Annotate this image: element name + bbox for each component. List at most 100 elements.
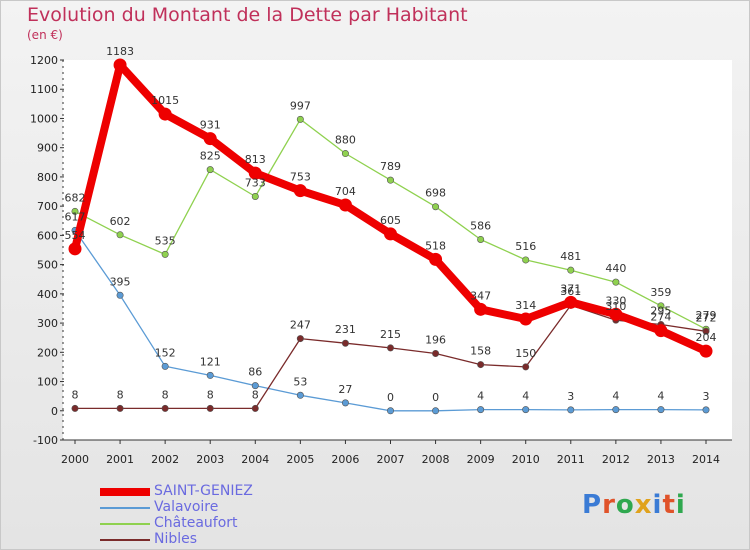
x-tick-label: 2002 [151,453,179,466]
x-tick-label: 2006 [331,453,359,466]
y-tick-label: 400 [37,288,58,301]
y-tick-label: 900 [37,142,58,155]
data-point-nibles [432,349,440,357]
data-point-valavoire [251,382,259,390]
data-point-valavoire [522,406,530,414]
data-label-valavoire: 3 [703,390,710,403]
data-label-nibles: 295 [650,305,671,318]
data-point-saint-geniez [699,344,713,358]
data-point-nibles [386,344,394,352]
chart-unit: (en €) [27,28,63,42]
data-point-valavoire [296,391,304,399]
data-label-ch-teaufort: 535 [155,234,176,247]
data-label-valavoire: 0 [387,391,394,404]
x-tick-label: 2004 [241,453,269,466]
y-tick-label: 200 [37,346,58,359]
y-tick-label: 1000 [30,112,58,125]
data-point-valavoire [477,406,485,414]
data-label-saint-geniez: 314 [515,299,536,312]
data-label-valavoire: 4 [657,390,664,403]
data-label-valavoire: 86 [248,366,262,379]
data-label-ch-teaufort: 586 [470,219,491,232]
data-label-nibles: 8 [207,388,214,401]
data-label-valavoire: 4 [612,390,619,403]
data-point-nibles [522,363,530,371]
data-label-nibles: 272 [696,311,717,324]
x-tick-label: 2001 [106,453,134,466]
data-point-valavoire [432,407,440,415]
data-point-ch-teaufort [432,203,440,211]
data-label-saint-geniez: 330 [605,294,626,307]
data-label-nibles: 215 [380,328,401,341]
data-point-nibles [341,339,349,347]
data-point-saint-geniez [384,227,397,241]
data-label-nibles: 310 [605,300,626,313]
logo-letter: i [675,490,686,520]
data-point-valavoire [341,399,349,407]
y-tick-label: 800 [37,171,58,184]
data-label-saint-geniez: 605 [380,214,401,227]
y-tick-label: 1100 [30,83,58,96]
data-point-saint-geniez [609,307,623,321]
x-tick-label: 2003 [196,453,224,466]
data-label-saint-geniez: 274 [650,311,671,324]
data-point-saint-geniez [158,107,172,121]
data-label-nibles: 361 [560,285,581,298]
data-label-nibles: 158 [470,345,491,358]
logo-letter: o [615,490,635,520]
data-label-ch-teaufort: 481 [560,250,581,263]
data-point-valavoire [657,406,665,414]
data-point-nibles [477,361,485,369]
data-point-nibles [296,335,304,343]
chart-title: Evolution du Montant de la Dette par Hab… [27,4,468,26]
data-label-ch-teaufort: 682 [65,191,86,204]
data-label-ch-teaufort: 359 [650,286,671,299]
legend-swatch [100,523,150,525]
data-label-ch-teaufort: 825 [200,150,221,163]
data-point-valavoire [702,406,710,414]
y-tick-label: 1200 [30,54,58,67]
data-label-ch-teaufort: 279 [696,309,717,322]
data-label-saint-geniez: 704 [335,185,356,198]
data-point-ch-teaufort [657,302,665,310]
legend-label: Valavoire [154,499,219,515]
legend-label: Châteaufort [154,515,238,531]
y-tick-label: 500 [37,259,58,272]
data-point-nibles [251,404,259,412]
data-label-valavoire: 4 [522,390,529,403]
data-label-nibles: 247 [290,319,311,332]
data-point-ch-teaufort [251,193,259,201]
proxiti-logo: Proxiti [582,490,686,520]
data-label-ch-teaufort: 602 [110,215,131,228]
legend-label: SAINT-GENIEZ [154,483,253,499]
data-label-saint-geniez: 813 [245,153,266,166]
data-label-valavoire: 395 [110,275,131,288]
data-label-saint-geniez: 554 [65,229,86,242]
data-label-saint-geniez: 1183 [106,45,134,58]
data-point-ch-teaufort [386,176,394,184]
data-label-ch-teaufort: 440 [605,262,626,275]
y-tick-label: 0 [51,405,58,418]
data-label-ch-teaufort: 789 [380,160,401,173]
data-point-saint-geniez [203,132,217,146]
data-point-nibles [71,404,79,412]
logo-letter: x [634,490,653,520]
data-label-valavoire: 121 [200,355,221,368]
data-label-ch-teaufort: 698 [425,187,446,200]
data-label-saint-geniez: 1015 [151,94,179,107]
x-tick-label: 2005 [286,453,314,466]
data-point-ch-teaufort [477,235,485,243]
data-label-saint-geniez: 753 [290,171,311,184]
logo-letter: P [582,490,603,520]
data-label-ch-teaufort: 997 [290,99,311,112]
x-tick-label: 2009 [467,453,495,466]
y-tick-label: 300 [37,317,58,330]
data-point-saint-geniez [68,242,82,256]
y-tick-label: 700 [37,200,58,213]
data-point-valavoire [161,362,169,370]
data-label-valavoire: 27 [338,383,352,396]
data-label-saint-geniez: 518 [425,239,446,252]
y-tick-label: 100 [37,376,58,389]
data-point-nibles [116,404,124,412]
